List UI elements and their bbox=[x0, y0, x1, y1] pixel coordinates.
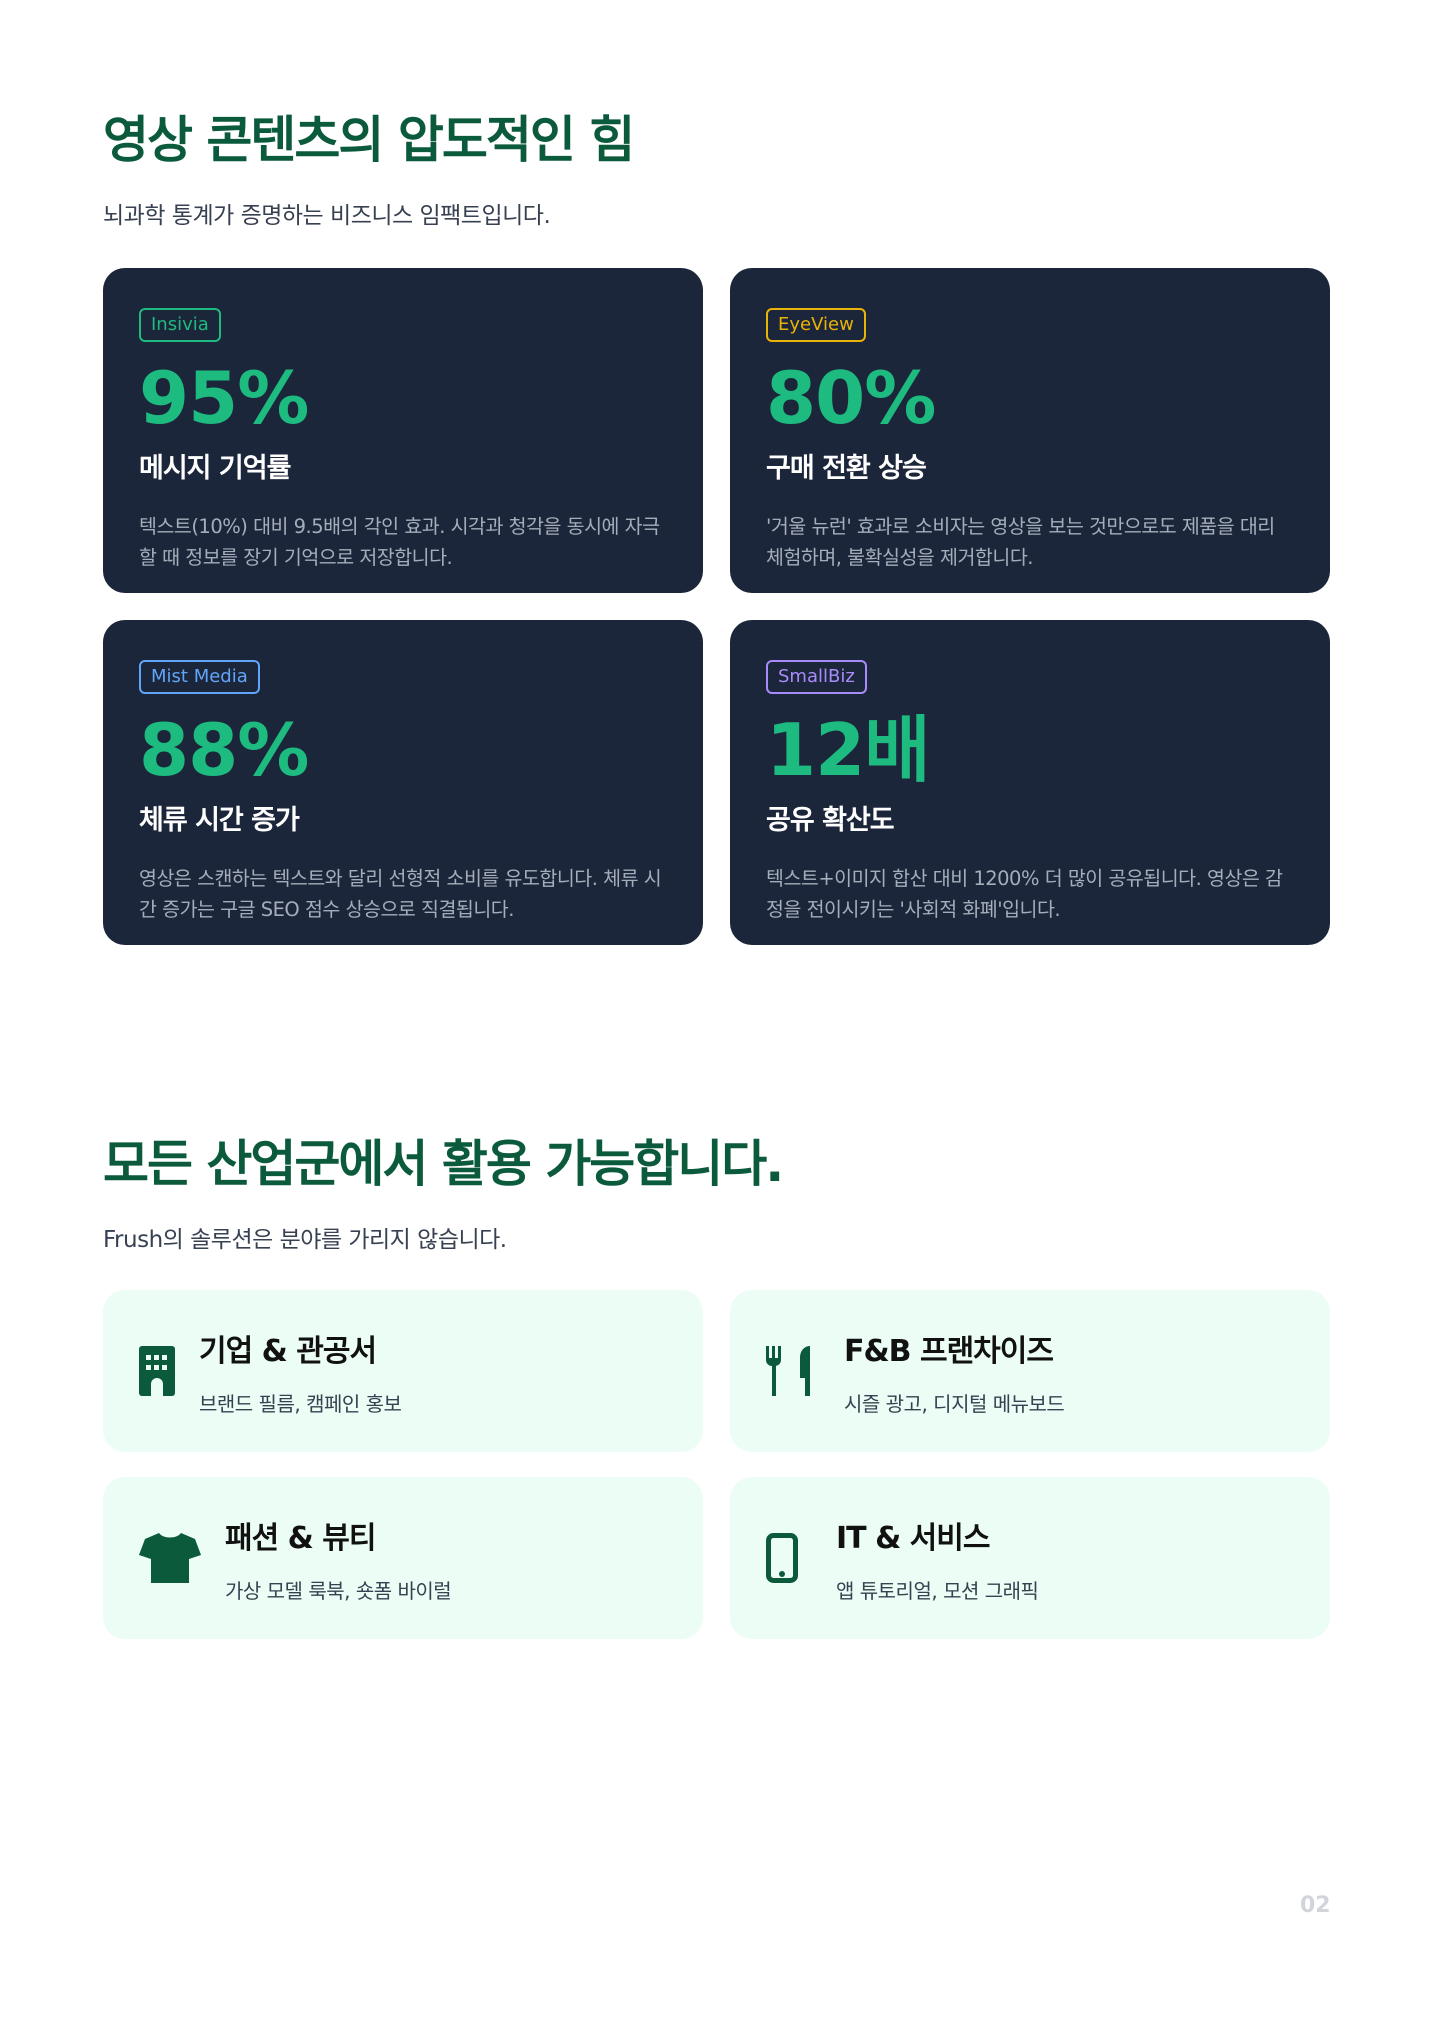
stat-card: SmallBiz 12배 공유 확산도 텍스트+이미지 합산 대비 1200% … bbox=[730, 620, 1330, 945]
stat-description: 영상은 스캔하는 텍스트와 달리 선형적 소비를 유도합니다. 체류 시간 증가… bbox=[139, 867, 662, 921]
section-subtitle: Frush의 솔루션은 분야를 가리지 않습니다. bbox=[103, 1227, 507, 1253]
shirt-icon bbox=[139, 1533, 225, 1583]
industry-card: IT & 서비스 앱 튜토리얼, 모션 그래픽 bbox=[730, 1477, 1330, 1639]
stat-label: 체류 시간 증가 bbox=[139, 805, 300, 836]
industry-card: F&B 프랜차이즈 시즐 광고, 디지털 메뉴보드 bbox=[730, 1290, 1330, 1452]
industry-description: 앱 튜토리얼, 모션 그래픽 bbox=[836, 1578, 1039, 1603]
mobile-icon bbox=[766, 1533, 836, 1583]
industry-description: 브랜드 필름, 캠페인 홍보 bbox=[199, 1391, 402, 1416]
stat-label: 메시지 기억률 bbox=[139, 453, 291, 484]
stat-card: EyeView 80% 구매 전환 상승 '거울 뉴런' 효과로 소비자는 영상… bbox=[730, 268, 1330, 593]
industry-description: 시즐 광고, 디지털 메뉴보드 bbox=[844, 1391, 1065, 1416]
stat-value: 80% bbox=[766, 356, 936, 440]
section-title: 영상 콘텐츠의 압도적인 힘 bbox=[103, 111, 635, 169]
stat-description: 텍스트(10%) 대비 9.5배의 각인 효과. 시각과 청각을 동시에 자극할… bbox=[139, 515, 660, 569]
stat-label: 구매 전환 상승 bbox=[766, 453, 927, 484]
source-badge: SmallBiz bbox=[766, 660, 867, 694]
building-icon bbox=[139, 1346, 199, 1396]
source-badge: EyeView bbox=[766, 308, 866, 342]
section-title: 모든 산업군에서 활용 가능합니다. bbox=[103, 1135, 784, 1193]
stat-value: 95% bbox=[139, 356, 309, 440]
utensils-icon bbox=[766, 1346, 844, 1396]
industry-card: 기업 & 관공서 브랜드 필름, 캠페인 홍보 bbox=[103, 1290, 703, 1452]
stat-label: 공유 확산도 bbox=[766, 805, 895, 836]
industry-title: F&B 프랜차이즈 bbox=[844, 1333, 1054, 1369]
stat-card: Mist Media 88% 체류 시간 증가 영상은 스캔하는 텍스트와 달리… bbox=[103, 620, 703, 945]
industry-title: 기업 & 관공서 bbox=[199, 1333, 377, 1369]
industry-card: 패션 & 뷰티 가상 모델 룩북, 숏폼 바이럴 bbox=[103, 1477, 703, 1639]
source-badge: Mist Media bbox=[139, 660, 260, 694]
stat-card: Insivia 95% 메시지 기억률 텍스트(10%) 대비 9.5배의 각인… bbox=[103, 268, 703, 593]
industry-description: 가상 모델 룩북, 숏폼 바이럴 bbox=[225, 1578, 452, 1603]
stat-description: '거울 뉴런' 효과로 소비자는 영상을 보는 것만으로도 제품을 대리 체험하… bbox=[766, 515, 1275, 569]
industry-title: 패션 & 뷰티 bbox=[225, 1520, 376, 1556]
source-badge: Insivia bbox=[139, 308, 221, 342]
section-subtitle: 뇌과학 통계가 증명하는 비즈니스 임팩트입니다. bbox=[103, 203, 551, 229]
stat-value: 12배 bbox=[766, 708, 930, 792]
stat-value: 88% bbox=[139, 708, 309, 792]
page-number: 02 bbox=[1300, 1893, 1331, 1918]
industry-title: IT & 서비스 bbox=[836, 1520, 990, 1556]
stat-description: 텍스트+이미지 합산 대비 1200% 더 많이 공유됩니다. 영상은 감정을 … bbox=[766, 867, 1283, 921]
